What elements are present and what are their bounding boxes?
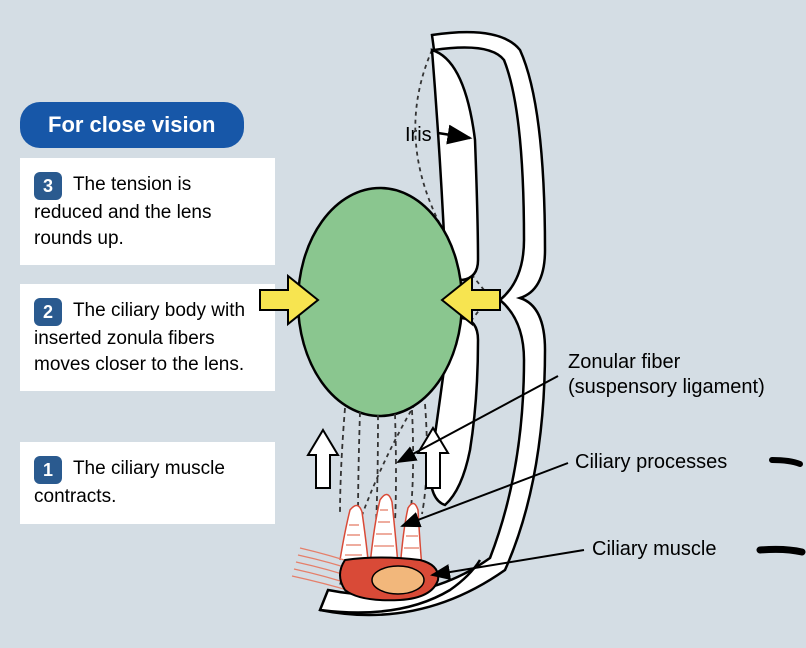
title-text: For close vision	[48, 112, 216, 137]
iris-upper	[432, 50, 478, 280]
zonular-line2: (suspensory ligament)	[568, 376, 765, 398]
step-num-3: 3	[34, 172, 62, 200]
ciliary-muscle-text: Ciliary muscle	[592, 538, 716, 560]
step-box-2: 2 The ciliary body with inserted zonula …	[20, 284, 275, 391]
step-text-1: The ciliary muscle contracts.	[34, 458, 225, 507]
step-box-1: 1 The ciliary muscle contracts.	[20, 442, 275, 524]
up-arrow-right	[418, 428, 448, 488]
step-text-2: The ciliary body with inserted zonula fi…	[34, 300, 245, 375]
pointer-ciliary-muscle	[432, 550, 584, 575]
zonular-line1: Zonular fiber	[568, 351, 680, 373]
ciliary-processes	[340, 494, 422, 570]
ciliary-processes-text: Ciliary processes	[575, 451, 727, 473]
iris-text: Iris	[405, 124, 432, 146]
cornea-outline	[320, 32, 545, 615]
lens	[298, 188, 462, 416]
ciliary-muscle-body	[340, 558, 438, 601]
up-arrow-left	[308, 430, 338, 488]
step-num-1: 1	[34, 456, 62, 484]
zonular-fibers	[340, 404, 427, 525]
lower-outline	[320, 560, 480, 613]
label-ciliary-muscle: Ciliary muscle	[592, 537, 716, 562]
accent-mark-muscle	[760, 549, 802, 552]
title-bar: For close vision	[20, 102, 244, 148]
iris-lower	[430, 318, 478, 505]
label-iris: Iris	[405, 123, 432, 148]
muscle-striations	[292, 548, 360, 592]
accent-mark-processes	[772, 460, 800, 464]
pointer-ciliary-processes	[402, 463, 568, 526]
arrow-right	[442, 276, 500, 324]
pointer-zonular	[398, 376, 558, 462]
label-zonular-fiber: Zonular fiber (suspensory ligament)	[568, 350, 765, 400]
label-ciliary-processes: Ciliary processes	[575, 450, 727, 475]
step-num-2: 2	[34, 298, 62, 326]
ciliary-muscle-inner	[372, 566, 424, 594]
step-box-3: 3 The tension is reduced and the lens ro…	[20, 158, 275, 265]
pointer-iris	[438, 133, 470, 138]
